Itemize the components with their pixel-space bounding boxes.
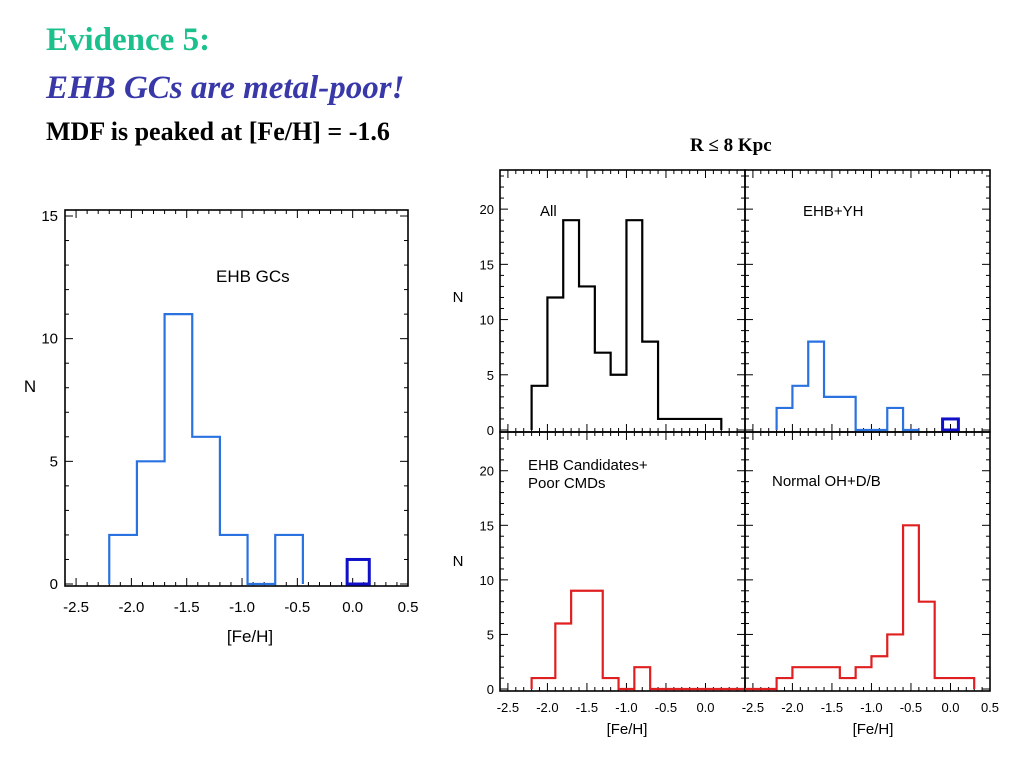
- histogram-bar: [563, 220, 579, 430]
- plot-frame: [744, 431, 991, 692]
- panel-label: Normal OH+D/B: [772, 473, 881, 490]
- histogram-bar: [919, 602, 935, 689]
- x-axis-label: [Fe/H]: [227, 627, 273, 646]
- panel-label: All: [540, 203, 557, 220]
- histogram-bar: [547, 297, 563, 430]
- histogram-bar: [532, 386, 548, 430]
- histogram-bar: [887, 634, 903, 689]
- slide-statement: MDF is peaked at [Fe/H] = -1.6: [46, 117, 390, 146]
- histogram-bar: [587, 591, 603, 689]
- plot-frame: [744, 169, 991, 433]
- histogram-bar: [887, 408, 903, 430]
- histogram-bar: [856, 667, 872, 689]
- histogram-bar: [634, 667, 650, 689]
- x-tick-label: -2.0: [781, 700, 803, 715]
- x-tick-label: -0.5: [655, 700, 677, 715]
- histogram-bar: [220, 535, 248, 584]
- x-tick-label: -2.5: [63, 599, 89, 616]
- histogram-bar-highlight: [345, 557, 371, 586]
- panel-label: EHB+YH: [803, 203, 863, 220]
- histogram-bar: [903, 525, 919, 689]
- histogram-bar: [555, 624, 571, 689]
- histogram-bar: [579, 286, 595, 430]
- y-tick-label: 10: [41, 331, 58, 348]
- x-tick-label: -2.0: [536, 700, 558, 715]
- histogram-bar: [626, 220, 642, 430]
- x-tick-label: -1.5: [821, 700, 843, 715]
- y-tick-label: 0: [487, 682, 494, 697]
- y-tick-label: 15: [480, 518, 494, 533]
- x-tick-label: 0.5: [981, 700, 999, 715]
- plot-frame: [499, 169, 746, 433]
- plot-frame: [64, 209, 409, 587]
- histogram-bar: [532, 678, 556, 689]
- histogram-bar: [808, 667, 824, 689]
- y-tick-label: 20: [480, 202, 494, 217]
- histogram-bar: [571, 591, 587, 689]
- x-axis-label: [Fe/H]: [607, 721, 648, 738]
- y-tick-label: 5: [487, 368, 494, 383]
- x-axis-label: [Fe/H]: [853, 721, 894, 738]
- panel-group-label: R ≤ 8 Kpc: [690, 135, 772, 156]
- y-tick-label: 20: [480, 464, 494, 479]
- histogram-bar: [275, 535, 303, 584]
- x-tick-label: 0.0: [941, 700, 959, 715]
- y-axis-label: N: [453, 289, 464, 306]
- y-tick-label: 5: [50, 453, 58, 470]
- x-tick-label: 0.5: [398, 599, 419, 616]
- histogram-bar: [840, 397, 856, 430]
- x-tick-label: -1.0: [860, 700, 882, 715]
- y-axis-label: N: [24, 377, 36, 396]
- x-tick-label: -1.5: [576, 700, 598, 715]
- histogram-bar: [595, 353, 611, 430]
- x-tick-label: -1.5: [174, 599, 200, 616]
- histogram-bar-highlight: [941, 417, 960, 432]
- x-tick-label: -2.5: [742, 700, 764, 715]
- panel-label: Poor CMDs: [528, 475, 606, 492]
- x-tick-label: 0.0: [696, 700, 714, 715]
- histogram-series: [530, 589, 745, 691]
- x-tick-label: -1.0: [229, 599, 255, 616]
- panel-label: EHB GCs: [216, 267, 290, 286]
- y-tick-label: 10: [480, 573, 494, 588]
- histogram-bar: [611, 375, 627, 430]
- chart-panel-3: EHB+YH: [744, 169, 991, 433]
- y-tick-label: 15: [480, 257, 494, 272]
- histogram-bar: [642, 342, 658, 430]
- x-tick-label: 0.0: [342, 599, 363, 616]
- slide-title: Evidence 5:: [46, 22, 211, 58]
- histogram-series: [775, 340, 919, 432]
- y-axis-label: N: [453, 553, 464, 570]
- y-tick-label: 0: [487, 423, 494, 438]
- histogram-bar: [935, 678, 975, 689]
- histogram-bar: [792, 667, 808, 689]
- x-tick-label: -0.5: [284, 599, 310, 616]
- x-tick-label: -2.5: [497, 700, 519, 715]
- histogram-bar: [777, 408, 793, 430]
- histogram-bar: [165, 314, 193, 584]
- histogram-bar: [808, 342, 824, 430]
- histogram-series: [530, 219, 723, 430]
- chart-panel-1: -2.5 -2.0 -1.5 -1.0 -0.5 0.0 0.5 0 5 10 15 N [Fe/H] E…: [24, 208, 419, 646]
- x-tick-label: -2.0: [118, 599, 144, 616]
- slide-subtitle: EHB GCs are metal-poor!: [46, 70, 405, 106]
- panel-label: EHB Candidates+: [528, 457, 648, 474]
- y-tick-label: 10: [480, 313, 494, 328]
- chart-panel-2: 0 5 10 15 20 N All: [453, 169, 746, 438]
- histogram-bar: [792, 386, 808, 430]
- y-tick-label: 0: [50, 576, 58, 593]
- y-tick-label: 5: [487, 627, 494, 642]
- chart-panel-4: -2.5 -2.0 -1.5 -1.0 -0.5 0.0 0 5 10 15 20 N [Fe/H] EH…: [453, 431, 746, 738]
- x-tick-label: -1.0: [615, 700, 637, 715]
- histogram-bar: [192, 437, 220, 584]
- y-tick-label: 15: [41, 208, 58, 225]
- chart-panel-5: -2.5 -2.0 -1.5 -1.0 -0.5 0.0 0.5 [Fe/H] Normal O…: [742, 431, 999, 738]
- x-tick-label: -0.5: [900, 700, 922, 715]
- histogram-series: [108, 313, 304, 586]
- histogram-bar: [109, 535, 137, 584]
- histogram-bar: [137, 461, 165, 584]
- histogram-series: [745, 524, 976, 691]
- histogram-bar: [871, 656, 887, 689]
